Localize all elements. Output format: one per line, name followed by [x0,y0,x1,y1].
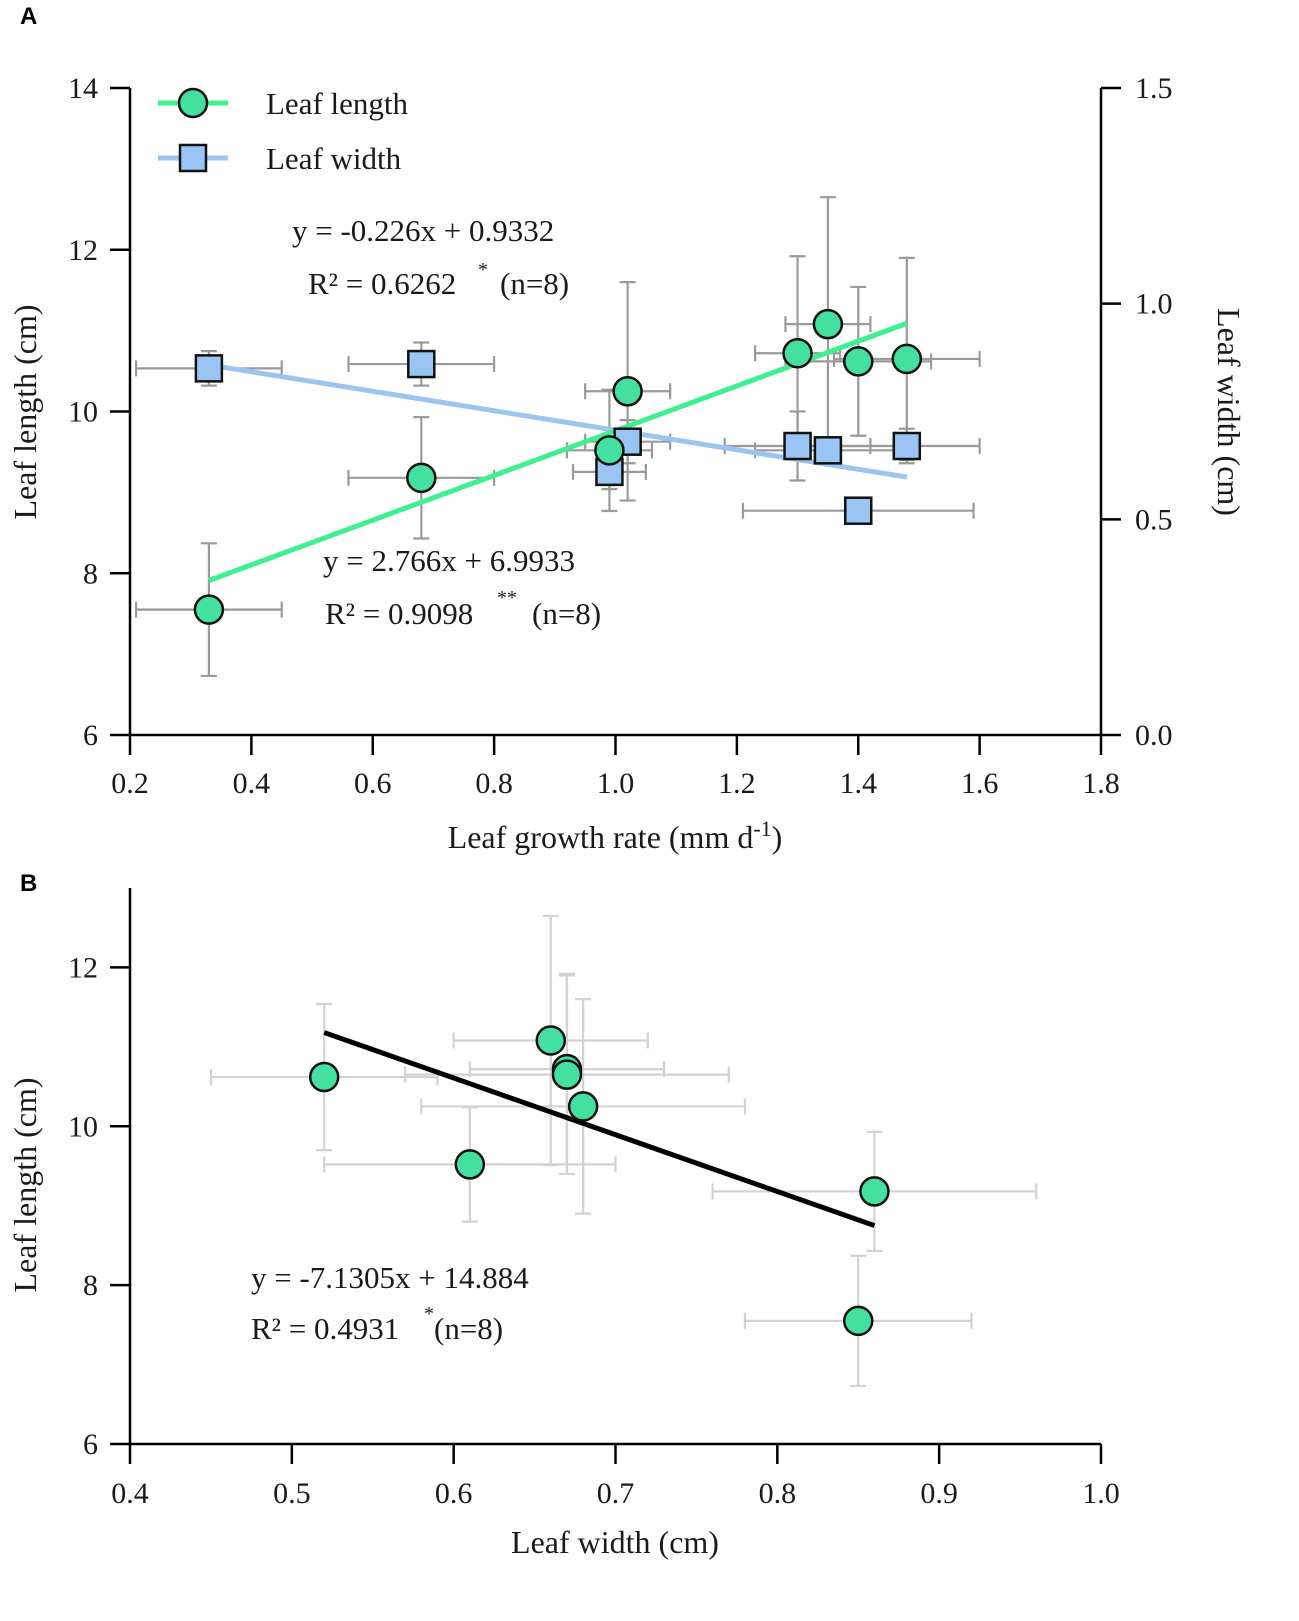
leaf-width-point [783,431,812,461]
y-tick-label: 8 [83,557,98,590]
leaf-width-equation: y = -0.226x + 0.9332 [292,213,554,248]
x-tick-label: 1.2 [718,767,756,800]
x-tick-label: 0.6 [354,767,392,800]
x-tick-label: 0.8 [759,1477,797,1510]
y2-tick-label: 0.5 [1135,503,1173,536]
fit-r2-significance: * [424,1303,434,1325]
leaf-width-point [407,349,436,379]
leaf-width-point [813,436,843,465]
leaf-width-n: (n=8) [500,266,569,301]
leaf-length-point [193,594,225,625]
panel-label-b: B [20,870,37,897]
x-tick-label: 0.6 [435,1477,473,1510]
y-axis-title-left: Leaf length (cm) [7,305,43,520]
leaf-width-r2: R² = 0.6262 [308,266,456,301]
y2-tick-label: 1.0 [1135,288,1173,321]
y-tick-label: 12 [68,951,98,984]
data-point [843,1305,874,1337]
x-axis-title-main: Leaf growth rate (mm d [448,819,754,855]
legend-leaf-length-marker [177,87,209,119]
leaf-width-point [892,431,922,461]
x-tick-label: 0.5 [273,1477,311,1510]
leaf-length-point [812,308,844,340]
leaf-length-r2-significance: ** [497,587,517,609]
y-axis-title-right: Leaf width (cm) [1211,308,1247,516]
data-point [551,1059,583,1090]
x-axis-title-tail: ) [772,819,783,855]
y-tick-label: 10 [68,396,98,429]
legend-leaf-length-label: Leaf length [266,86,409,121]
x-axis-title: Leaf growth rate (mm d-1) [448,816,783,855]
leaf-length-equation: y = 2.766x + 6.9933 [323,543,575,578]
x-tick-label: 0.4 [233,767,271,800]
y-tick-label: 10 [68,1110,98,1143]
legend-leaf-width-marker [178,143,208,173]
y-axis-title: Leaf length (cm) [7,1078,43,1293]
x-tick-label: 1.4 [840,767,878,800]
leaf-length-point [594,435,625,466]
legend-leaf-width-label: Leaf width [266,141,402,176]
leaf-width-point [194,354,224,383]
x-tick-label: 0.8 [475,767,513,800]
y-tick-label: 6 [83,1428,98,1461]
fit-line [323,1030,876,1228]
leaf-length-r2: R² = 0.9098 [325,596,473,631]
data-point [308,1061,340,1093]
fit-r2: R² = 0.4931 [251,1311,399,1346]
x-tick-label: 1.0 [597,767,635,800]
panel-a-chart: 0.2 0.4 0.6 0.8 1.0 1.2 1.4 1.6 1.8 6 8 10 12 14 0.0 0.… [7,72,1247,855]
y-tick-label: 14 [68,72,98,105]
y-tick-label: 6 [83,719,98,752]
x-tick-label: 0.2 [111,767,149,800]
data-point [859,1176,890,1207]
y2-tick-label: 0.0 [1135,719,1173,752]
panel-label-a: A [20,3,37,30]
x-axis-title: Leaf width (cm) [511,1524,719,1560]
leaf-width-r2-significance: * [478,259,488,281]
fit-n: (n=8) [434,1311,503,1346]
x-tick-label: 0.4 [111,1477,149,1510]
x-tick-label: 1.8 [1082,767,1120,800]
panel-b-chart: 0.4 0.5 0.6 0.7 0.8 0.9 1.0 6 8 10 12 Leaf width (c… [7,888,1120,1560]
x-tick-label: 0.9 [920,1477,958,1510]
x-tick-label: 0.7 [597,1477,635,1510]
x-tick-label: 1.0 [1082,1477,1120,1510]
x-axis-title-sup: -1 [753,816,771,841]
leaf-length-point [406,462,437,494]
leaf-length-point [891,343,923,375]
y-tick-label: 12 [68,234,98,267]
y2-tick-label: 1.5 [1135,72,1173,105]
leaf-length-point [843,346,874,377]
y-tick-label: 8 [83,1269,98,1302]
x-tick-label: 1.6 [961,767,999,800]
data-point [535,1025,567,1056]
leaf-length-point [612,376,643,407]
data-point [454,1149,486,1180]
leaf-length-point [782,338,813,369]
fit-equation: y = -7.1305x + 14.884 [251,1260,529,1295]
data-point [567,1091,599,1122]
leaf-length-n: (n=8) [532,596,601,631]
leaf-width-point [844,496,873,525]
